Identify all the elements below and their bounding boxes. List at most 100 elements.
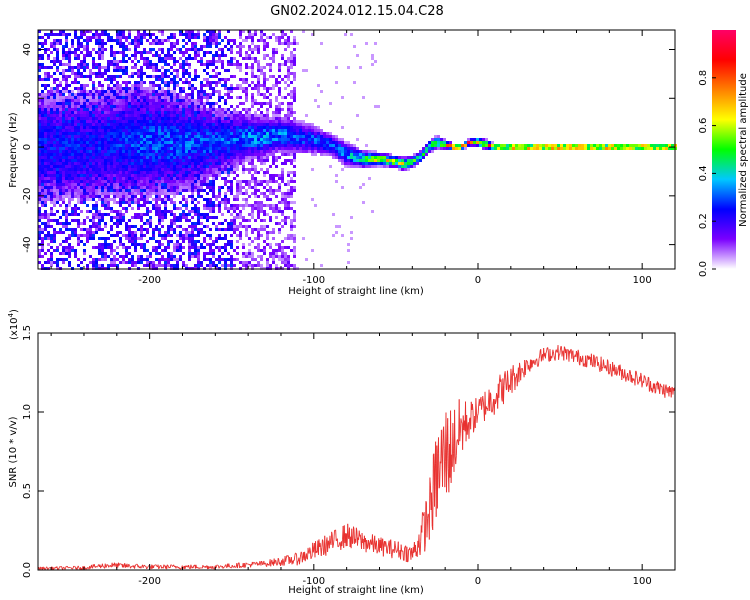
spectrogram-cell bbox=[197, 153, 200, 156]
spectrogram-cell bbox=[125, 222, 128, 225]
spectrogram-cell bbox=[230, 120, 233, 123]
spectrogram-cell bbox=[98, 198, 101, 201]
spectrogram-cell bbox=[86, 48, 89, 51]
spectrogram-cell bbox=[140, 186, 143, 189]
spectrogram-cell bbox=[44, 66, 47, 69]
spectrogram-cell bbox=[116, 42, 119, 45]
spectrogram-cell bbox=[140, 231, 143, 234]
spectrogram-cell bbox=[128, 153, 131, 156]
spectrogram-cell bbox=[80, 210, 83, 213]
spectrogram-cell bbox=[287, 195, 290, 198]
spectrogram-cell bbox=[92, 162, 95, 165]
spectrogram-cell bbox=[200, 186, 203, 189]
spectrogram-cell bbox=[62, 120, 65, 123]
spectrogram-cell bbox=[209, 93, 212, 96]
spectrogram-cell bbox=[107, 207, 110, 210]
spectrogram-cell bbox=[272, 132, 275, 135]
spectrogram-cell bbox=[269, 264, 272, 267]
spectrogram-cell bbox=[242, 165, 245, 168]
spectrogram-cell bbox=[224, 108, 227, 111]
spectrogram-cell bbox=[101, 33, 104, 36]
spectrogram-cell bbox=[149, 102, 152, 105]
spectrogram-cell bbox=[170, 81, 173, 84]
spectrogram-cell bbox=[284, 150, 287, 153]
spectrogram-cell bbox=[182, 180, 185, 183]
spectrogram-cell bbox=[239, 261, 242, 264]
spectrogram-cell bbox=[47, 168, 50, 171]
spectrogram-cell bbox=[185, 102, 188, 105]
spectrogram-cell bbox=[116, 120, 119, 123]
spectrogram-cell bbox=[212, 81, 215, 84]
spectrogram-cell bbox=[71, 165, 74, 168]
spectrogram-cell bbox=[59, 93, 62, 96]
spectrogram-cell bbox=[131, 234, 134, 237]
spectrogram-cell bbox=[92, 114, 95, 117]
spectrogram-cell bbox=[209, 237, 212, 240]
spectrogram-cell bbox=[164, 138, 167, 141]
spectrogram-cell bbox=[95, 225, 98, 228]
spectrogram-cell bbox=[125, 123, 128, 126]
spectrogram-cell bbox=[143, 192, 146, 195]
spectrogram-cell bbox=[167, 264, 170, 267]
spectrogram-cell bbox=[89, 234, 92, 237]
spectrogram-cell bbox=[92, 183, 95, 186]
spectrogram-cell bbox=[161, 105, 164, 108]
spectrogram-cell bbox=[119, 177, 122, 180]
spectrogram-cell bbox=[38, 66, 41, 69]
spectrogram-cell bbox=[158, 138, 161, 141]
spectrogram-cell bbox=[293, 210, 296, 213]
spectrogram-cell bbox=[56, 111, 59, 114]
spectrogram-cell bbox=[86, 75, 89, 78]
spectrogram-cell bbox=[89, 123, 92, 126]
spectrogram-cell bbox=[89, 105, 92, 108]
spectrogram-cell bbox=[131, 75, 134, 78]
spectrogram-cell bbox=[242, 186, 245, 189]
spectrogram-cell bbox=[236, 147, 239, 150]
spectrogram-cell bbox=[134, 48, 137, 51]
spectrogram-cell bbox=[140, 102, 143, 105]
spectrogram-cell bbox=[47, 219, 50, 222]
spectrogram-cell bbox=[140, 135, 143, 138]
spectrogram-cell bbox=[176, 183, 179, 186]
spectrogram-cell bbox=[149, 147, 152, 150]
spectrogram-cell bbox=[95, 183, 98, 186]
spectrogram-cell bbox=[146, 162, 149, 165]
spectrogram-cell bbox=[215, 168, 218, 171]
spectrogram-cell bbox=[272, 141, 275, 144]
spectrogram-cell bbox=[257, 249, 260, 252]
spectrogram-cell bbox=[119, 60, 122, 63]
spectrogram-cell bbox=[272, 84, 275, 87]
spectrogram-cell bbox=[167, 108, 170, 111]
spectrogram-cell bbox=[38, 198, 41, 201]
spectrogram-cell bbox=[224, 117, 227, 120]
spectrogram-cell bbox=[119, 186, 122, 189]
spectrogram-cell bbox=[206, 258, 209, 261]
spectrogram-cell bbox=[179, 66, 182, 69]
spectrogram-cell bbox=[167, 75, 170, 78]
spectrogram-cell bbox=[281, 123, 284, 126]
spectrogram-cell bbox=[71, 144, 74, 147]
spectrogram-cell bbox=[206, 60, 209, 63]
spectrogram-cell bbox=[266, 168, 269, 171]
spectrogram-cell bbox=[77, 177, 80, 180]
spectrogram-cell bbox=[170, 135, 173, 138]
spectrogram-cell bbox=[113, 108, 116, 111]
spectrogram-cell bbox=[68, 54, 71, 57]
spectrogram-cell bbox=[110, 249, 113, 252]
spectrogram-cell bbox=[110, 135, 113, 138]
spectrogram-cell bbox=[146, 153, 149, 156]
spectrogram-cell bbox=[68, 141, 71, 144]
spectrogram-cell bbox=[218, 150, 221, 153]
spectrogram-cell bbox=[89, 54, 92, 57]
spectrogram-cell bbox=[275, 99, 278, 102]
spectrogram-cell bbox=[233, 264, 236, 267]
spectrogram-cell bbox=[296, 135, 299, 138]
spectrogram-cell bbox=[209, 234, 212, 237]
spectrogram-cell bbox=[59, 105, 62, 108]
spectrogram-cell bbox=[92, 87, 95, 90]
spectrogram-cell bbox=[266, 171, 269, 174]
spectrogram-cell bbox=[200, 48, 203, 51]
spectrogram-cell bbox=[257, 129, 260, 132]
spectrogram-cell bbox=[134, 240, 137, 243]
spectrogram-cell bbox=[245, 36, 248, 39]
